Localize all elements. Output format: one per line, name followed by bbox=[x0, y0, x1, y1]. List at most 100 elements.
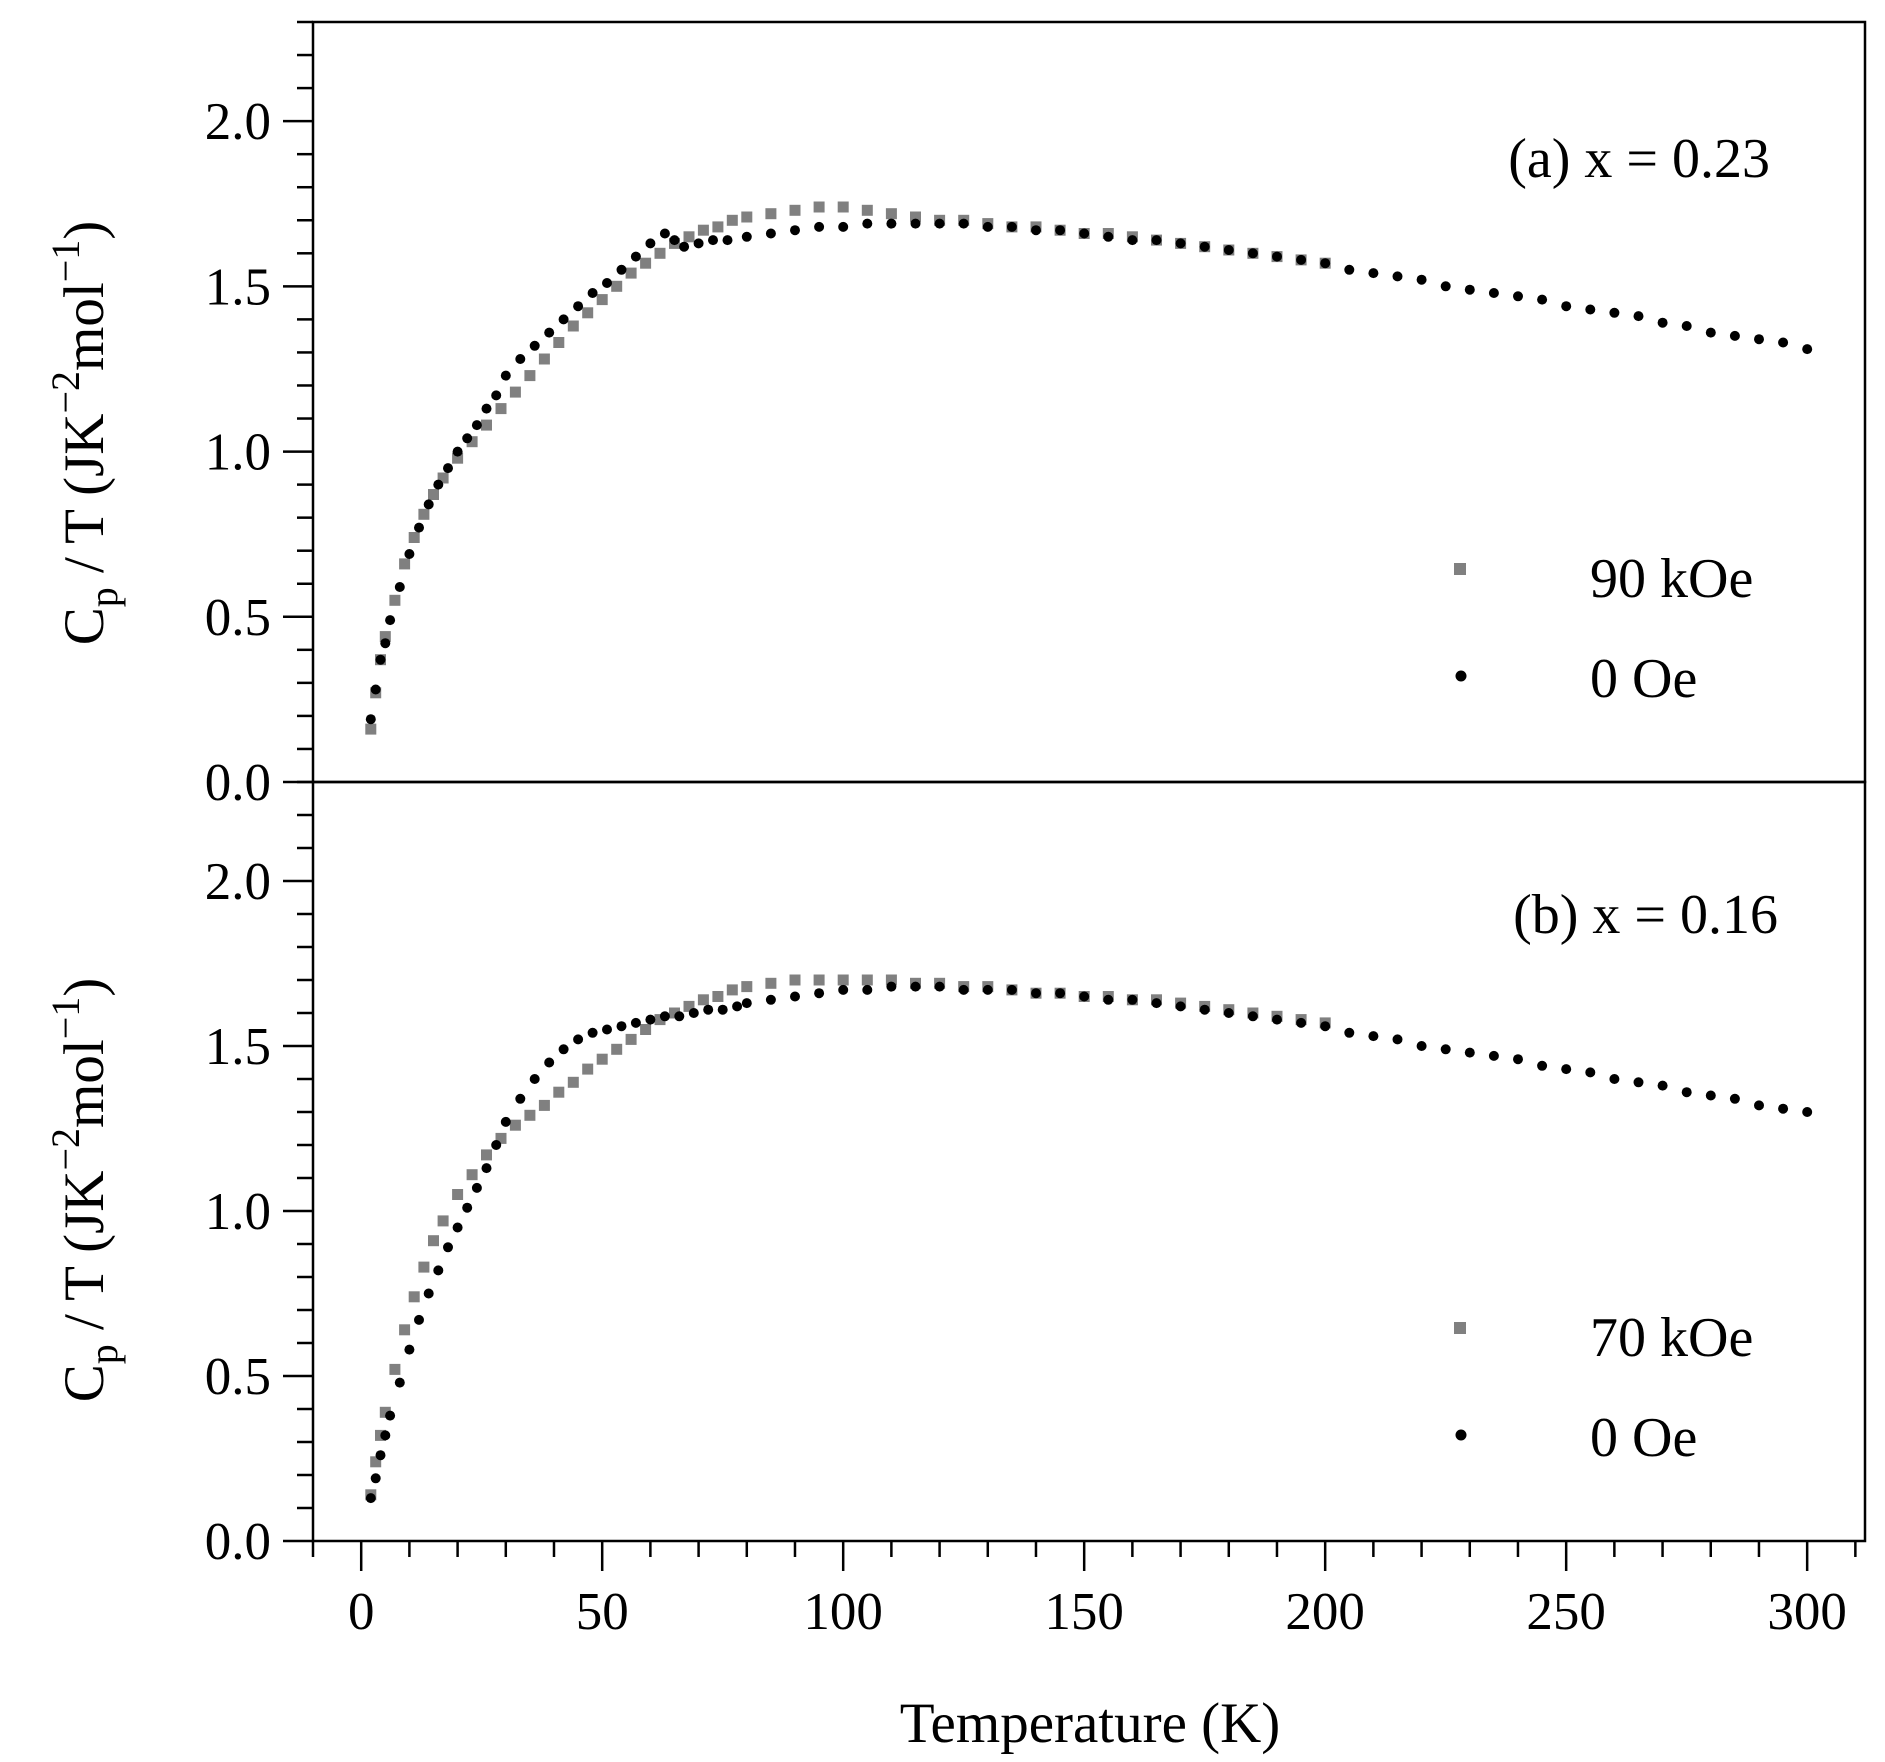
panel-a-label: (a) x = 0.23 bbox=[1508, 128, 1770, 190]
data-point bbox=[379, 631, 391, 643]
data-point bbox=[404, 1344, 415, 1355]
data-point bbox=[741, 211, 753, 223]
panel-a-marks bbox=[365, 201, 1813, 735]
data-point bbox=[1802, 344, 1813, 355]
data-point bbox=[611, 1043, 623, 1055]
data-point bbox=[408, 532, 420, 543]
panel-a-ylabel-main: C bbox=[53, 607, 116, 645]
panel-a-ylabel-mid: mol bbox=[53, 282, 116, 371]
data-point bbox=[910, 981, 921, 992]
data-point bbox=[732, 1001, 743, 1012]
data-point bbox=[862, 984, 873, 995]
data-point bbox=[1416, 1041, 1427, 1051]
data-point bbox=[1055, 988, 1066, 999]
data-point bbox=[659, 228, 670, 239]
panel-b: 0.0 0.5 1.0 1.5 2.0 0 50 100 150 200 250 300 (b) x … bbox=[43, 780, 1867, 1641]
data-point bbox=[582, 1063, 594, 1075]
data-point bbox=[910, 211, 921, 223]
data-point bbox=[1681, 321, 1692, 331]
panel-b-ylabel-end: ) bbox=[53, 978, 116, 997]
data-point bbox=[886, 218, 897, 229]
data-point bbox=[712, 221, 724, 233]
data-point bbox=[910, 218, 921, 229]
data-point bbox=[654, 247, 666, 259]
data-point bbox=[861, 974, 873, 986]
data-point bbox=[885, 974, 897, 986]
panel-a-ylabel-sup2: −1 bbox=[43, 240, 88, 283]
panel-b-frame bbox=[311, 780, 1867, 1543]
data-point bbox=[375, 654, 386, 665]
data-point bbox=[538, 353, 550, 365]
x-tick-label: 300 bbox=[1767, 1583, 1847, 1641]
data-point bbox=[529, 1074, 540, 1084]
data-point bbox=[838, 221, 849, 232]
data-point bbox=[524, 370, 536, 382]
legend-b-70koe-label: 70 kOe bbox=[1590, 1307, 1753, 1369]
data-point bbox=[741, 981, 753, 993]
data-point bbox=[414, 522, 424, 533]
data-point bbox=[1657, 1080, 1668, 1091]
data-point bbox=[790, 991, 800, 1002]
panel-b-label: (b) x = 0.16 bbox=[1513, 884, 1778, 946]
data-point bbox=[1031, 225, 1041, 236]
data-point bbox=[1537, 1060, 1548, 1071]
data-point bbox=[654, 1014, 666, 1026]
data-point bbox=[380, 1430, 391, 1441]
data-point bbox=[515, 354, 526, 364]
data-point bbox=[982, 984, 993, 995]
data-point bbox=[1464, 1047, 1475, 1058]
data-point bbox=[789, 974, 801, 986]
y-tick-label: 1.5 bbox=[205, 1018, 271, 1076]
data-point bbox=[433, 479, 444, 490]
data-point bbox=[389, 594, 401, 606]
data-point bbox=[414, 1314, 424, 1325]
data-point bbox=[1754, 1100, 1764, 1111]
data-point bbox=[558, 314, 569, 325]
data-point bbox=[423, 1288, 434, 1299]
data-point bbox=[365, 714, 376, 725]
x-tick-label: 0 bbox=[348, 1583, 375, 1641]
data-point bbox=[1079, 228, 1090, 239]
data-point bbox=[1464, 284, 1475, 295]
data-point bbox=[1537, 294, 1548, 305]
data-point bbox=[495, 1132, 507, 1144]
data-point bbox=[1802, 1107, 1813, 1117]
data-point bbox=[428, 1235, 439, 1247]
data-point bbox=[587, 288, 598, 298]
legend-b-70koe-marker bbox=[1454, 1322, 1466, 1334]
data-point bbox=[466, 436, 478, 448]
data-point bbox=[1127, 994, 1138, 1005]
x-tick-label: 100 bbox=[803, 1583, 883, 1641]
data-point bbox=[674, 1011, 685, 1022]
data-point bbox=[688, 1008, 699, 1018]
legend-a-0oe-marker bbox=[1455, 670, 1467, 682]
data-point bbox=[1681, 1087, 1692, 1098]
data-point bbox=[385, 1410, 396, 1421]
data-point bbox=[693, 238, 704, 249]
data-point bbox=[640, 257, 652, 269]
data-point bbox=[765, 977, 777, 989]
data-point bbox=[1513, 291, 1523, 302]
data-point bbox=[1705, 1090, 1716, 1101]
panel-a-legend: 90 kOe 0 Oe bbox=[1454, 548, 1753, 710]
data-point bbox=[471, 1182, 482, 1193]
data-point bbox=[428, 489, 439, 500]
data-point bbox=[703, 1004, 714, 1015]
data-point bbox=[726, 984, 738, 996]
data-point bbox=[491, 1140, 502, 1150]
data-point bbox=[765, 228, 776, 239]
data-point bbox=[452, 452, 464, 464]
data-point bbox=[697, 224, 709, 236]
data-point bbox=[726, 214, 738, 226]
data-point bbox=[370, 684, 381, 695]
y-tick-label: 2.0 bbox=[205, 93, 271, 151]
data-point bbox=[538, 1099, 550, 1111]
data-point bbox=[1272, 251, 1282, 262]
data-point bbox=[1705, 327, 1716, 338]
data-point bbox=[567, 320, 579, 332]
data-point bbox=[1006, 221, 1017, 232]
data-point bbox=[741, 998, 752, 1009]
data-point bbox=[1368, 268, 1379, 279]
y-tick-label: 0.0 bbox=[205, 754, 271, 812]
